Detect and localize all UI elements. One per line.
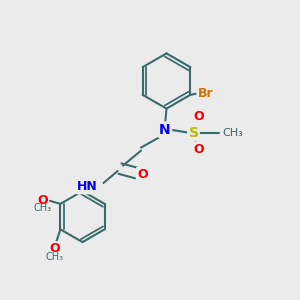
- Text: O: O: [49, 242, 60, 255]
- Text: CH₃: CH₃: [45, 252, 64, 262]
- Text: N: N: [159, 123, 171, 136]
- Text: HN: HN: [77, 180, 98, 193]
- Text: Br: Br: [198, 87, 213, 100]
- Text: O: O: [137, 168, 148, 181]
- Text: S: S: [188, 126, 199, 140]
- Text: CH₃: CH₃: [33, 203, 52, 213]
- Text: O: O: [194, 142, 204, 156]
- Text: CH₃: CH₃: [222, 128, 243, 138]
- Text: O: O: [194, 110, 204, 124]
- Text: O: O: [37, 194, 48, 207]
